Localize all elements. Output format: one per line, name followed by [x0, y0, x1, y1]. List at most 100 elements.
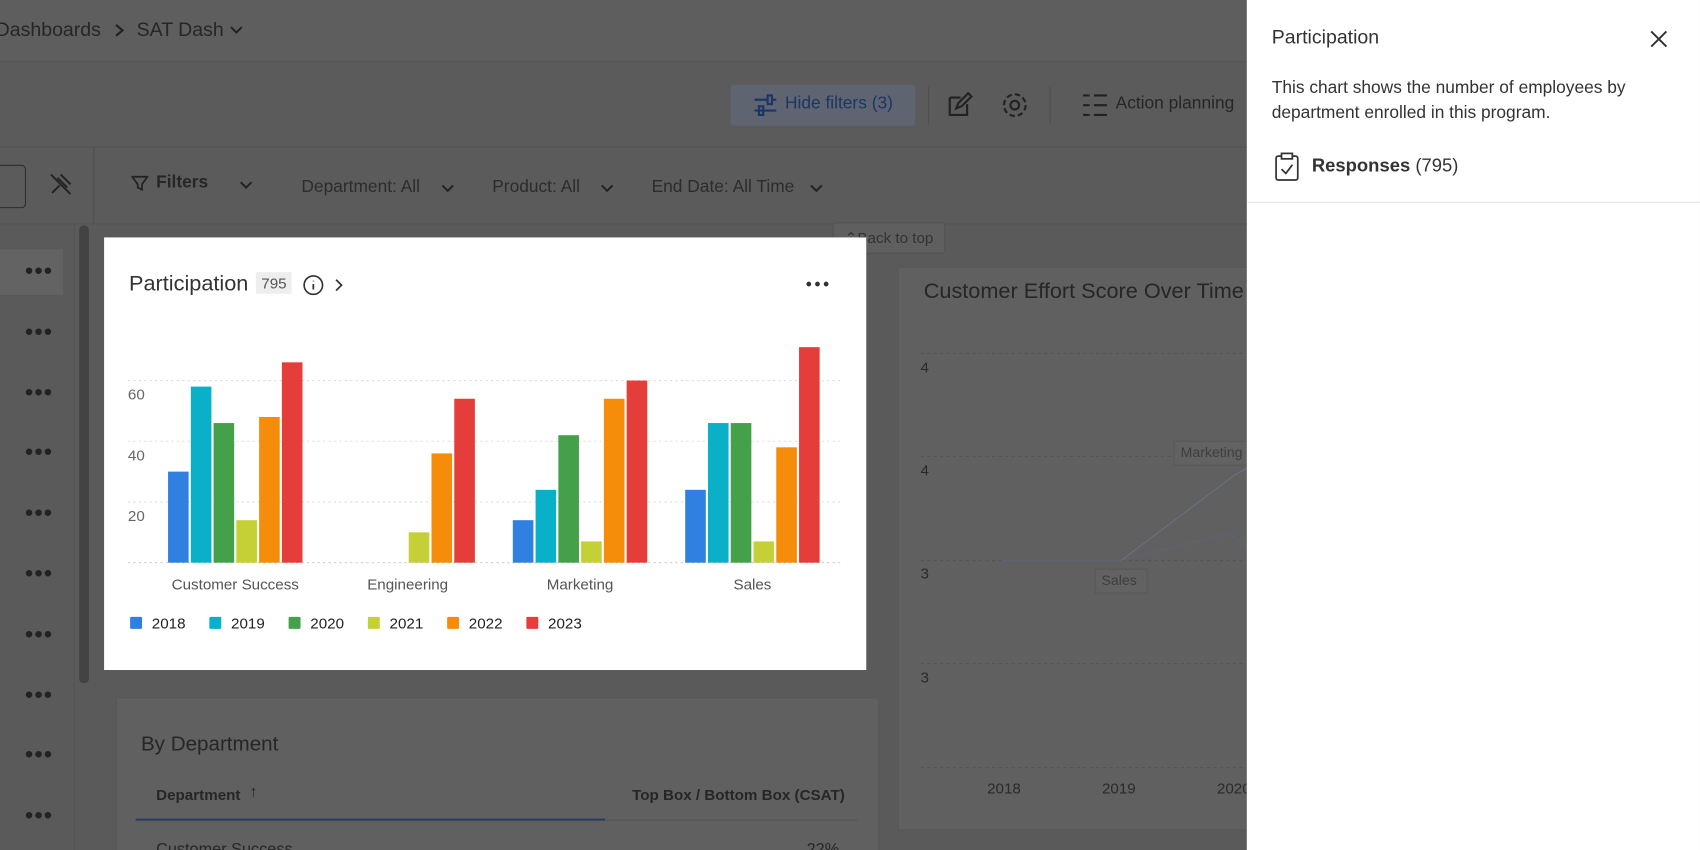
dropdown-icon	[810, 184, 823, 193]
hide-filters-label: Hide filters (3)	[784, 94, 893, 113]
responses-count: (795)	[1415, 155, 1459, 176]
divider	[1049, 86, 1051, 124]
legend-label: 2018	[152, 615, 186, 632]
dropdown-icon	[239, 181, 253, 189]
y-tick-label: 3	[920, 566, 928, 583]
bar	[431, 453, 453, 563]
x-tick-label: 2018	[987, 780, 1021, 797]
x-tick-label: Sales	[733, 576, 771, 593]
y-tick-label: 40	[128, 447, 145, 464]
row-menu[interactable]: •••	[24, 619, 54, 648]
bar	[707, 423, 729, 563]
filter-value: All Time	[732, 177, 795, 197]
sidebar-selected-row	[0, 249, 63, 295]
card-icons	[303, 275, 343, 296]
bar	[236, 520, 257, 563]
table-cell: Customer Success	[156, 840, 293, 850]
x-tick-label: 2020	[1217, 780, 1247, 797]
filter-value: All	[560, 177, 580, 197]
filter-name: Product:	[492, 177, 557, 197]
edit-icon[interactable]	[945, 91, 973, 119]
side-panel	[1246, 0, 1700, 850]
participation-card: Participation 795 20 40 60 Customer Success…	[104, 237, 867, 671]
x-tick-label: 2019	[1102, 780, 1136, 797]
by-department-title: By Department	[140, 732, 279, 756]
bar	[259, 416, 280, 563]
legend-swatch	[130, 616, 143, 629]
effort-chart: 4 4 3 3 2018 2019 2020 Marketing Sales	[920, 352, 1247, 797]
bar	[190, 386, 212, 563]
x-tick-label: Customer Success	[172, 576, 300, 593]
legend-label: 2019	[231, 615, 265, 632]
filter-bar	[0, 147, 1247, 225]
y-tick-label: 20	[128, 508, 145, 525]
row-menu[interactable]: •••	[24, 256, 54, 285]
breadcrumb-separator	[115, 24, 125, 37]
dropdown-icon	[230, 26, 243, 34]
y-tick-label: 4	[920, 463, 928, 480]
bar	[408, 532, 430, 563]
bar	[281, 362, 303, 563]
row-menu[interactable]: •••	[24, 498, 54, 527]
breadcrumb-parent[interactable]: Dashboards	[0, 18, 101, 41]
divider	[928, 86, 930, 124]
dropdown-icon	[441, 184, 454, 193]
legend-swatch	[367, 616, 380, 629]
bar	[512, 520, 534, 563]
unpin-icon[interactable]	[48, 171, 74, 197]
row-menu[interactable]: •••	[24, 801, 54, 829]
bar	[213, 423, 235, 563]
legend-swatch	[288, 616, 301, 629]
product-filter[interactable]: Product: All	[492, 178, 580, 198]
row-menu[interactable]: •••	[24, 377, 54, 406]
bar	[603, 398, 625, 563]
funnel-icon	[131, 175, 149, 192]
row-menu[interactable]: •••	[24, 680, 54, 708]
legend-swatch	[447, 616, 460, 629]
bar	[685, 489, 706, 563]
dropdown-icon	[601, 184, 614, 193]
filter-value: All	[400, 177, 421, 197]
bar	[776, 447, 797, 563]
close-button[interactable]	[1648, 28, 1670, 50]
bar	[581, 541, 602, 563]
header-underline	[604, 819, 858, 821]
header-underline	[135, 818, 605, 821]
collapse-button[interactable]	[0, 164, 27, 209]
action-planning-icon[interactable]	[1081, 91, 1109, 119]
settings-icon[interactable]	[1001, 91, 1029, 119]
bar	[454, 398, 475, 563]
legend-label: 2020	[310, 615, 344, 632]
toolbar	[0, 61, 1247, 148]
end-date-filter[interactable]: End Date: All Time	[652, 178, 795, 198]
effort-card	[897, 266, 1258, 831]
row-menu[interactable]: •••	[24, 559, 54, 587]
bar	[168, 471, 189, 563]
column-header[interactable]: Department	[156, 786, 241, 804]
y-tick-label: 60	[128, 387, 145, 404]
scrollbar	[79, 225, 89, 684]
annotation: Sales	[1102, 572, 1137, 588]
filter-icon	[754, 94, 777, 117]
participation-chart: 20 40 60 Customer Success Engineering Marketi…	[128, 347, 841, 632]
breadcrumb-current[interactable]: SAT Dash	[136, 18, 224, 41]
department-filter[interactable]: Department: All	[301, 178, 420, 198]
legend-label: 2022	[469, 615, 503, 632]
column-header[interactable]: Top Box / Bottom Box (CSAT)	[632, 786, 845, 804]
responses: Responses (795)	[1312, 155, 1458, 177]
back-to-top[interactable]: ⌃Back to top	[832, 222, 946, 254]
row-menu[interactable]: •••	[24, 438, 54, 466]
card-title: Participation	[129, 272, 249, 296]
legend-label: 2021	[390, 615, 424, 632]
row-menu[interactable]: •••	[24, 740, 54, 769]
row-menu[interactable]: •••	[24, 317, 54, 345]
panel-description: This chart shows the number of employees…	[1271, 79, 1626, 123]
card-menu[interactable]	[804, 276, 832, 291]
action-planning-label[interactable]: Action planning	[1115, 94, 1235, 113]
filters-label[interactable]: Filters	[156, 173, 209, 192]
y-tick-label: 3	[920, 670, 928, 687]
legend-label: 2023	[548, 615, 582, 632]
sort-icon: ↑	[249, 782, 258, 802]
